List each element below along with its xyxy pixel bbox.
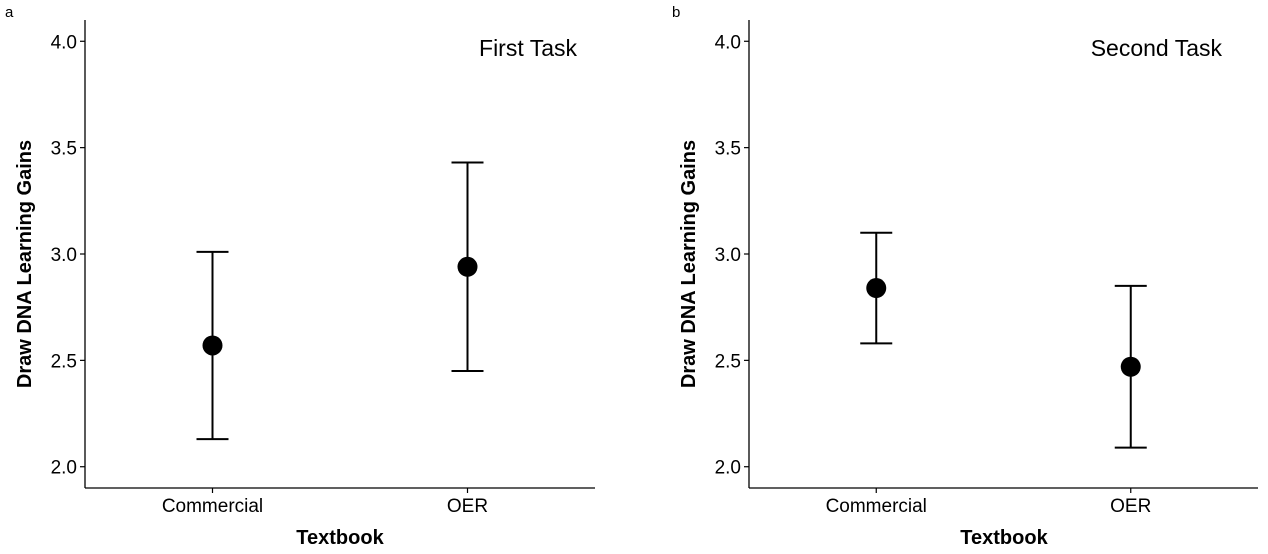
y-tick-label: 3.5 [715, 139, 741, 160]
chart-panel-a: a 2.0 2.5 3.0 3.5 4.0 Commercial OER First Task T… [5, 4, 595, 549]
panel-letter: b [672, 4, 680, 21]
y-tick-label: 4.0 [51, 32, 77, 53]
y-tick-label: 4.0 [715, 32, 741, 53]
panel-title: Second Task [1091, 35, 1223, 61]
x-axis-title: Textbook [296, 527, 384, 549]
x-tick-label: OER [1110, 496, 1151, 517]
mean-point [866, 278, 887, 299]
mean-point [202, 335, 223, 356]
x-tick-label: Commercial [162, 496, 263, 517]
mean-point [1120, 356, 1141, 377]
y-axis-title: Draw DNA Learning Gains [14, 140, 36, 388]
panel-title: First Task [479, 35, 577, 61]
y-tick-label: 3.5 [51, 139, 77, 160]
x-tick-label: Commercial [826, 496, 927, 517]
chart-panel-b: b 2.0 2.5 3.0 3.5 4.0 Commercial OER Second Task… [672, 4, 1258, 549]
panel-letter: a [5, 4, 14, 21]
y-axis-title: Draw DNA Learning Gains [678, 140, 700, 388]
y-tick-label: 2.5 [715, 351, 741, 372]
x-axis-title: Textbook [960, 527, 1048, 549]
y-tick-label: 2.0 [51, 458, 77, 479]
x-tick-label: OER [447, 496, 488, 517]
y-tick-label: 2.0 [715, 458, 741, 479]
y-tick-label: 3.0 [715, 245, 741, 266]
y-tick-label: 3.0 [51, 245, 77, 266]
y-tick-label: 2.5 [51, 351, 77, 372]
mean-point [457, 256, 478, 277]
